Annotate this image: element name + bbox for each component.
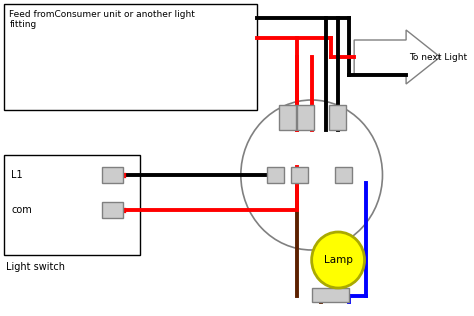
Text: Lamp: Lamp — [324, 255, 353, 265]
Bar — [4, 155, 140, 255]
Text: Feed fromConsumer unit or another light
fitting: Feed fromConsumer unit or another light … — [9, 10, 195, 29]
Bar — [279, 105, 296, 130]
Bar — [328, 105, 346, 130]
Text: com: com — [11, 205, 32, 215]
Bar — [4, 4, 257, 110]
Bar — [102, 167, 123, 183]
Bar — [291, 167, 308, 183]
Bar — [298, 105, 314, 130]
Text: To next Light: To next Light — [409, 52, 467, 62]
Ellipse shape — [241, 100, 383, 250]
Ellipse shape — [312, 232, 365, 288]
Polygon shape — [354, 30, 440, 84]
Bar — [267, 167, 284, 183]
Bar — [312, 288, 349, 302]
Bar — [335, 167, 352, 183]
Bar — [102, 202, 123, 218]
Text: L1: L1 — [11, 170, 23, 180]
Text: Light switch: Light switch — [6, 262, 64, 272]
